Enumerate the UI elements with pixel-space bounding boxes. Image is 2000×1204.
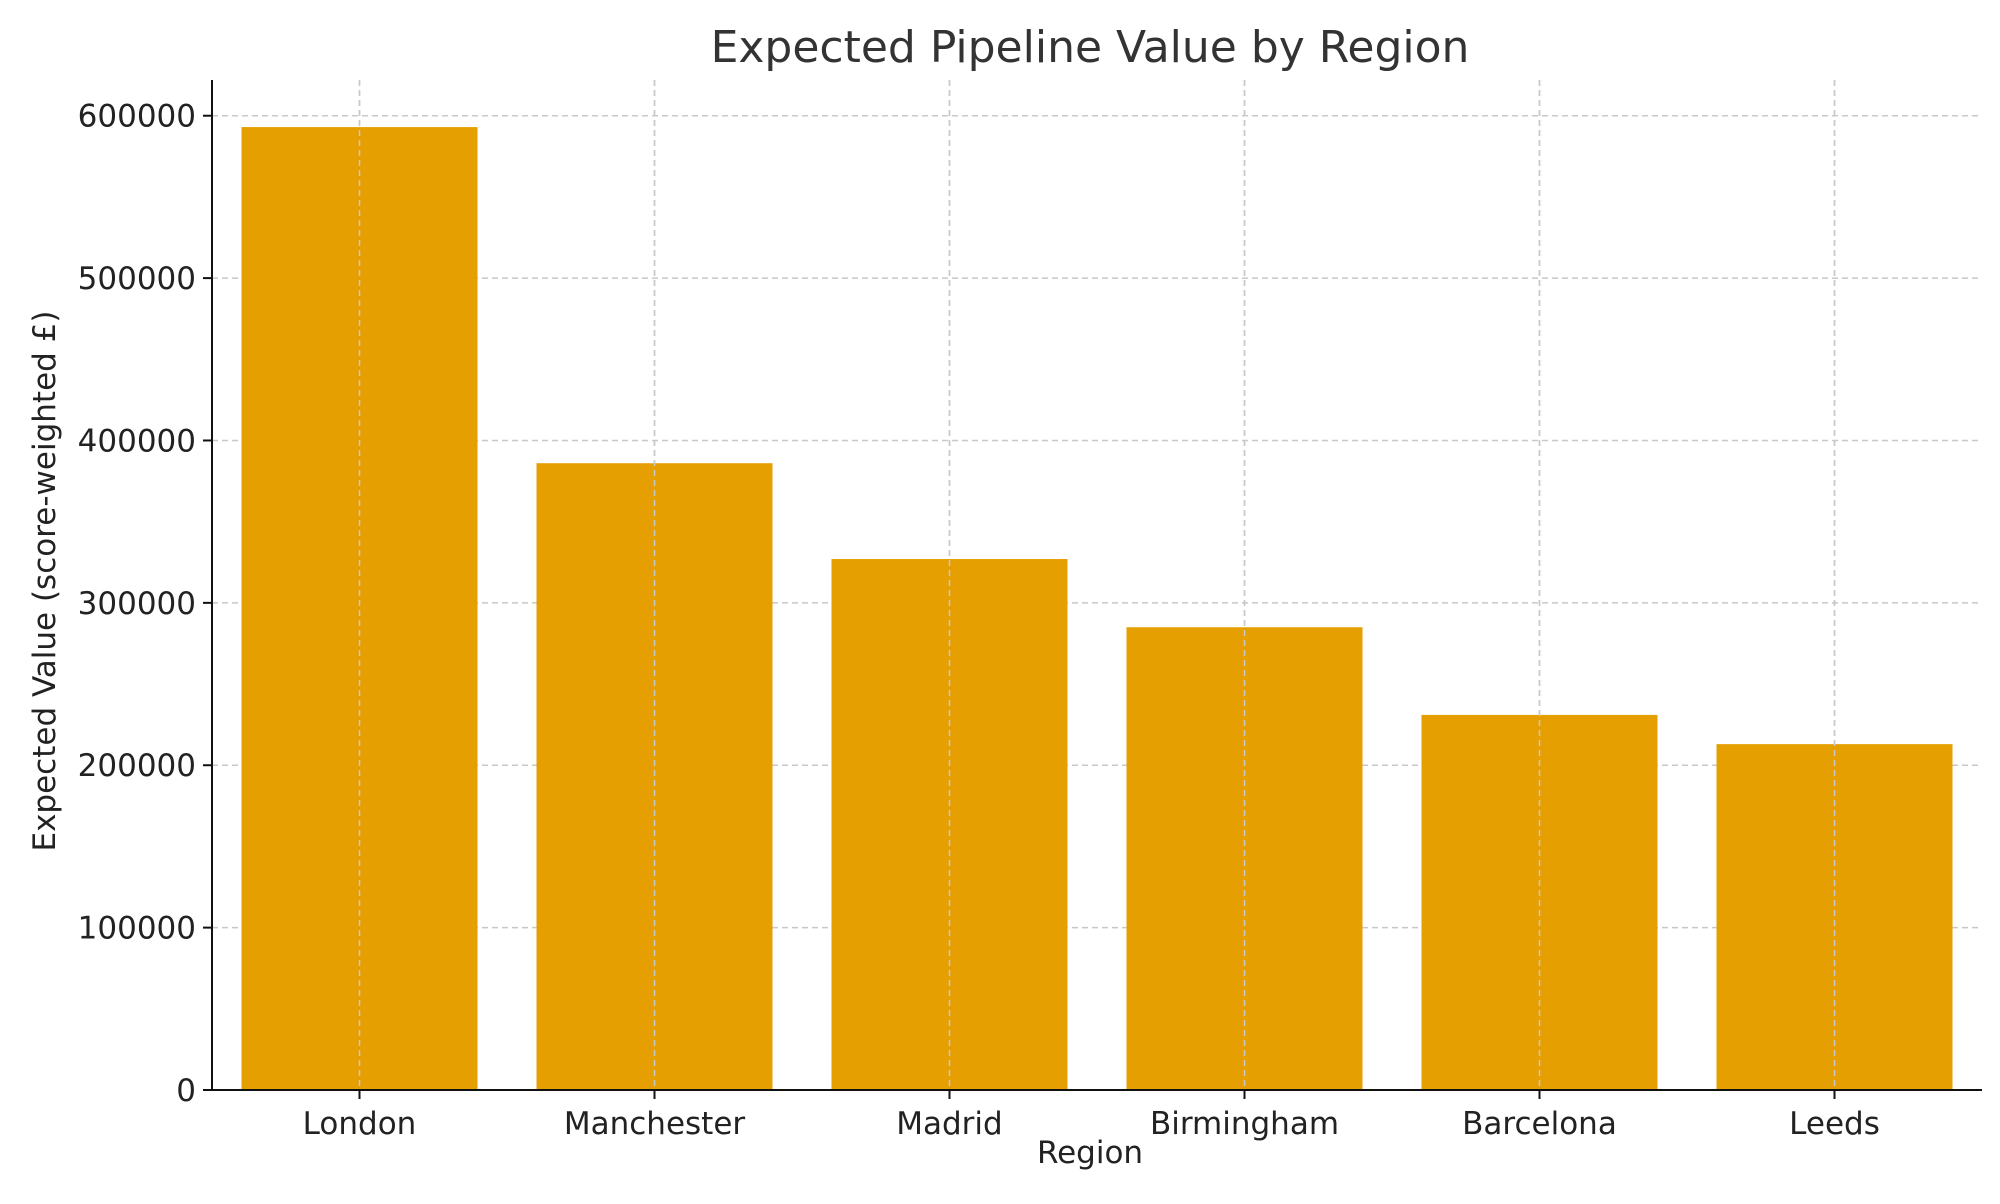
y-tick-label: 200000 — [78, 748, 196, 784]
x-tick-label: London — [303, 1106, 417, 1142]
x-tick-label: Birmingham — [1150, 1106, 1339, 1142]
y-tick-label: 100000 — [78, 911, 196, 947]
y-tick-label: 600000 — [78, 99, 196, 135]
chart-title: Expected Pipeline Value by Region — [711, 22, 1470, 73]
y-tick-label: 500000 — [78, 261, 196, 297]
x-tick-label: Madrid — [896, 1106, 1002, 1142]
bars-layer — [241, 80, 1953, 1091]
x-tick-label: Barcelona — [1462, 1106, 1617, 1142]
y-tick-label: 300000 — [78, 586, 196, 622]
ticks-layer: 0 100000 200000 300000 400000 500000 600000 Lon… — [78, 99, 1880, 1142]
bar-leeds — [1716, 744, 1953, 1090]
bar-london — [241, 127, 478, 1091]
y-axis-label: Expected Value (score-weighted £) — [27, 311, 63, 852]
x-tick-label: Manchester — [564, 1106, 746, 1142]
axes-layer — [211, 80, 1982, 1091]
y-tick-label: 0 — [176, 1073, 196, 1109]
x-tick-label: Leeds — [1789, 1106, 1880, 1142]
x-axis-label: Region — [1037, 1135, 1143, 1171]
y-tick-label: 400000 — [78, 423, 196, 459]
